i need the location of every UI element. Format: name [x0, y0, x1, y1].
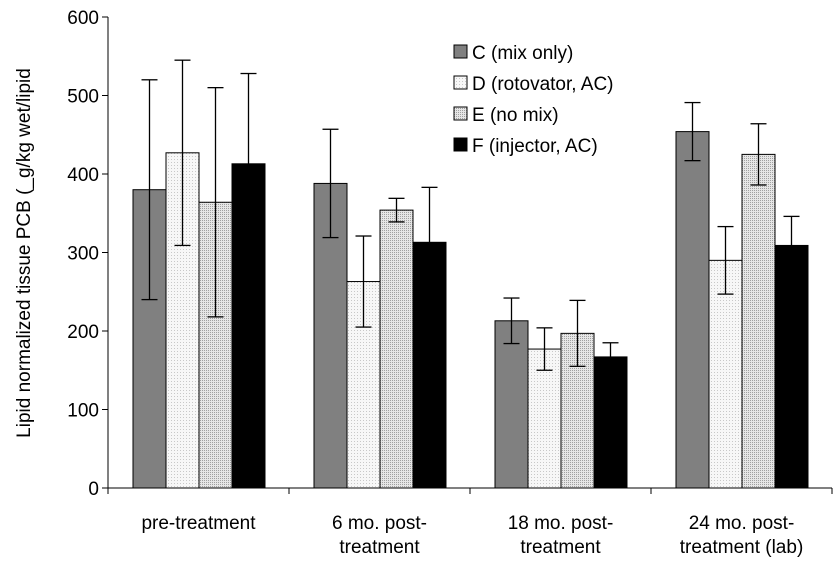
legend-label: C (mix only): [472, 43, 573, 64]
y-tick-label: 100: [67, 401, 99, 422]
y-tick-label: 400: [67, 165, 99, 186]
legend-swatch: [453, 44, 468, 59]
bar: [708, 259, 743, 489]
x-axis: pre-treatment 6 mo. post-treatment 18 mo. …: [107, 487, 833, 558]
bar: [494, 320, 529, 489]
y-tick-label: 300: [67, 244, 99, 265]
x-category-label: 6 mo. post-: [332, 513, 427, 534]
y-tick-label: 500: [67, 87, 99, 108]
y-tick-label: 600: [67, 8, 99, 29]
y-tick-label: 200: [67, 322, 99, 343]
x-category-label: treatment (lab): [680, 537, 804, 558]
x-category-label: 24 mo. post-: [689, 513, 795, 534]
bar: [675, 131, 710, 489]
bar: [741, 153, 776, 489]
x-category-label: treatment: [520, 537, 601, 558]
x-category-label: treatment: [339, 537, 420, 558]
error-bars: [141, 59, 800, 372]
y-axis-label: Lipid normalized tissue PCB (_g/kg wet/l…: [14, 68, 35, 438]
bar-area: [132, 131, 809, 489]
x-category-label: pre-treatment: [141, 513, 256, 534]
legend-swatch: [453, 137, 468, 152]
y-tick-label: 0: [88, 479, 99, 500]
y-axis: 0 100 200 300 400 500 600: [67, 8, 109, 500]
legend-swatch: [453, 75, 468, 90]
legend-label: E (no mix): [472, 105, 559, 126]
bar: [379, 209, 414, 489]
legend-label: D (rotovator, AC): [472, 74, 614, 95]
x-category-label: 18 mo. post-: [508, 513, 614, 534]
bar: [593, 356, 628, 489]
bar: [774, 244, 809, 489]
legend-label: F (injector, AC): [472, 136, 598, 157]
legend: C (mix only) D (rotovator, AC) E (no mix) F…: [453, 43, 614, 157]
legend-swatch: [453, 106, 468, 121]
